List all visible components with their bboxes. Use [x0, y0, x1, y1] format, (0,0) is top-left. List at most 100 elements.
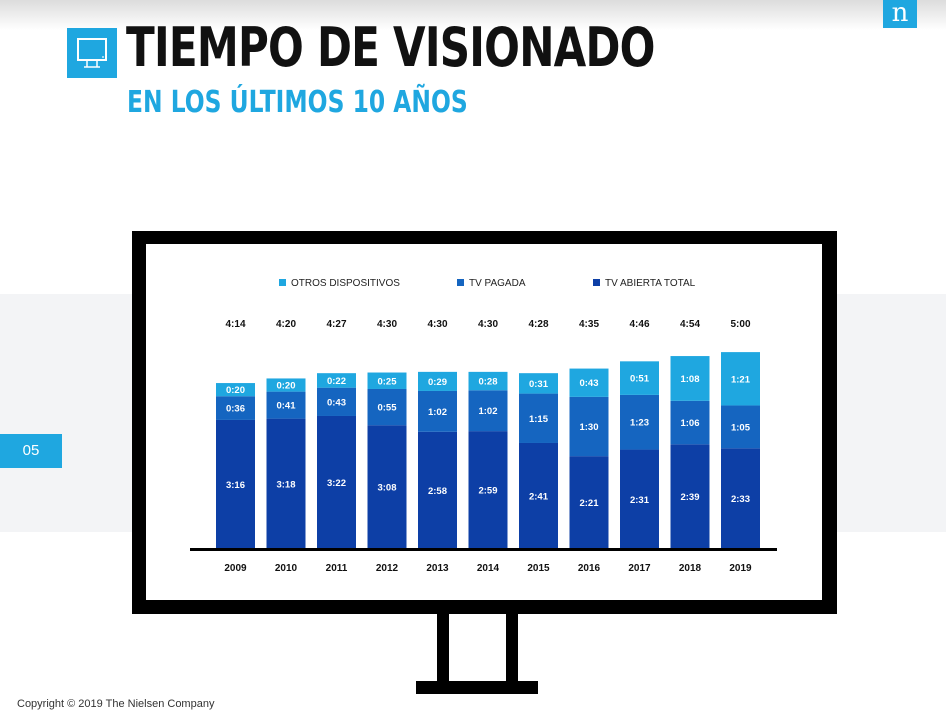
x-tick-label: 2011: [326, 563, 348, 574]
bar-value-label: 0:51: [630, 374, 650, 385]
bar-segment: [670, 356, 710, 401]
legend-label: TV PAGADA: [469, 278, 526, 289]
bar-segment: [519, 442, 558, 549]
bar-segment: [266, 391, 306, 419]
bar-value-label: 1:02: [428, 407, 447, 418]
bar-value-label: 0:25: [377, 376, 397, 387]
bar-value-label: 2:58: [428, 486, 447, 497]
total-label: 4:28: [528, 319, 548, 330]
legend-label: OTROS DISPOSITIVOS: [291, 278, 400, 289]
bar-segment: [468, 371, 508, 391]
bar-value-label: 1:08: [680, 374, 699, 385]
bar-segment: [468, 431, 508, 549]
bar-value-label: 3:08: [377, 483, 396, 494]
bar-value-label: 0:31: [529, 379, 549, 390]
x-tick-label: 2013: [426, 563, 449, 574]
page-title: TIEMPO DE VISIONADO: [126, 16, 655, 79]
x-tick-label: 2014: [477, 563, 500, 574]
bar-value-label: 3:22: [327, 478, 346, 489]
total-label: 4:30: [377, 319, 397, 330]
bar-value-label: 3:16: [226, 480, 245, 491]
total-label: 4:30: [427, 319, 447, 330]
total-label: 4:27: [326, 319, 346, 330]
bar-value-label: 0:41: [276, 401, 296, 412]
x-tick-label: 2019: [729, 563, 752, 574]
bar-segment: [468, 390, 508, 432]
total-label: 4:30: [478, 319, 498, 330]
total-label: 4:35: [579, 319, 599, 330]
bar-value-label: 0:55: [377, 403, 397, 414]
total-label: 4:14: [225, 319, 245, 330]
x-tick-label: 2009: [224, 563, 247, 574]
bar-value-label: 0:28: [478, 377, 497, 388]
bar-segment: [620, 449, 659, 549]
x-tick-label: 2017: [628, 563, 651, 574]
bar-segment: [721, 448, 760, 549]
bar-value-label: 1:30: [579, 422, 598, 433]
bar-segment: [721, 405, 760, 449]
legend-label: TV ABIERTA TOTAL: [605, 278, 696, 289]
bar-value-label: 1:06: [680, 418, 699, 429]
bar-value-label: 2:33: [731, 494, 750, 505]
x-tick-label: 2015: [527, 563, 550, 574]
bar-segment: [367, 425, 407, 549]
legend-swatch: [279, 279, 286, 286]
bar-value-label: 1:15: [529, 414, 549, 425]
monitor-stand-left: [437, 613, 449, 683]
x-tick-label: 2018: [679, 563, 702, 574]
bar-value-label: 2:21: [579, 498, 599, 509]
monitor-stand-right: [506, 613, 518, 683]
x-tick-label: 2010: [275, 563, 298, 574]
bar-segment: [418, 431, 457, 549]
total-label: 5:00: [730, 319, 750, 330]
bar-segment: [317, 415, 356, 549]
monitor-stand-base: [416, 681, 538, 694]
total-label: 4:20: [276, 319, 296, 330]
bar-segment: [367, 388, 407, 426]
bar-value-label: 0:22: [327, 376, 346, 387]
bar-segment: [266, 378, 306, 392]
bar-segment: [721, 352, 760, 406]
bar-segment: [418, 371, 457, 391]
page-subtitle: EN LOS ÚLTIMOS 10 AÑOS: [127, 85, 468, 120]
total-label: 4:46: [629, 319, 649, 330]
legend-swatch: [593, 279, 600, 286]
bar-segment: [670, 444, 710, 549]
bar-segment: [569, 396, 609, 457]
bar-segment: [216, 396, 255, 420]
bar-segment: [620, 394, 659, 450]
bar-value-label: 3:18: [276, 479, 295, 490]
x-tick-label: 2016: [578, 563, 601, 574]
bar-segment: [670, 400, 710, 445]
copyright-text: Copyright © 2019 The Nielsen Company: [17, 698, 215, 710]
bar-value-label: 0:29: [428, 377, 447, 388]
total-label: 4:54: [680, 319, 700, 330]
bar-segment: [519, 393, 558, 443]
bar-segment: [367, 372, 407, 389]
bar-value-label: 0:36: [226, 404, 245, 415]
bar-value-label: 0:43: [327, 397, 346, 408]
bar-segment: [519, 373, 558, 394]
bar-value-label: 2:59: [478, 486, 497, 497]
x-tick-label: 2012: [376, 563, 399, 574]
bar-value-label: 0:20: [226, 385, 245, 396]
bar-value-label: 1:05: [731, 422, 751, 433]
bar-segment: [266, 418, 306, 549]
bar-segment: [620, 361, 659, 395]
top-bar: [0, 0, 946, 30]
bar-value-label: 1:23: [630, 418, 649, 429]
nielsen-logo: n: [883, 0, 917, 28]
bar-value-label: 2:41: [529, 491, 549, 502]
legend-swatch: [457, 279, 464, 286]
bar-value-label: 2:31: [630, 495, 650, 506]
bar-segment: [317, 373, 356, 388]
bar-value-label: 0:20: [276, 381, 295, 392]
bar-segment: [317, 387, 356, 416]
bar-segment: [216, 383, 255, 397]
bar-segment: [569, 368, 609, 397]
bar-value-label: 0:43: [579, 378, 598, 389]
bar-value-label: 2:39: [680, 492, 699, 503]
page-number-badge: 05: [0, 434, 62, 468]
bar-value-label: 1:21: [731, 374, 751, 385]
bar-segment: [418, 390, 457, 432]
